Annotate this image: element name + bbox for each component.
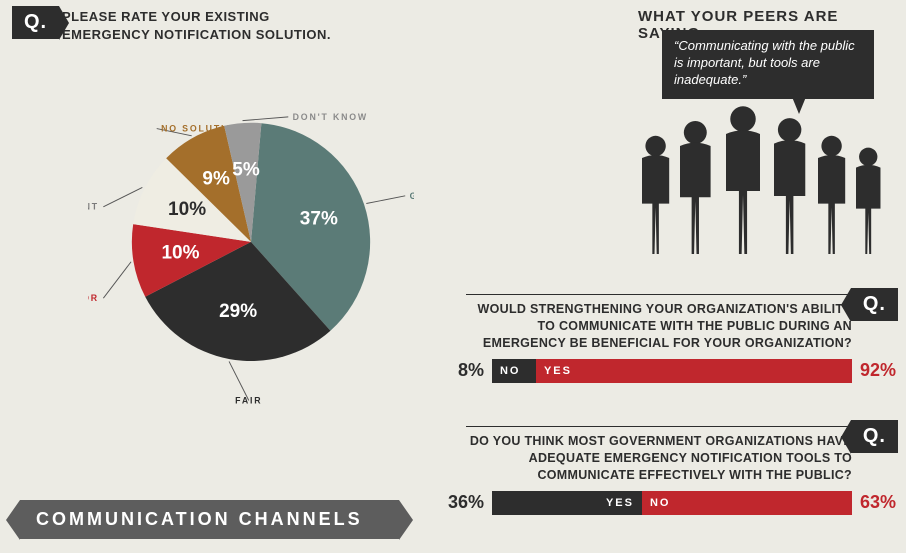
pie-pct-excellent: 10%: [168, 199, 206, 220]
top-question-line1: PLEASE RATE YOUR EXISTING: [62, 9, 270, 24]
person-icon: [680, 121, 711, 254]
q-badge-bar1: Q.: [851, 288, 898, 321]
bar1-right-pct: 92%: [860, 360, 896, 381]
person-icon: [856, 148, 880, 254]
bar1-seg-yes: YES: [536, 359, 852, 383]
pie-pct-poor: 10%: [161, 243, 199, 264]
pie-label-excellent: EXCELLENT: [88, 202, 99, 212]
person-icon: [818, 136, 845, 254]
bar2-track: YES NO: [492, 491, 852, 515]
pie-pct-good: 37%: [300, 208, 338, 229]
person-icon: [642, 136, 669, 254]
pie-pct-no-solution: 9%: [202, 168, 230, 189]
bar2-right-pct: 63%: [860, 492, 896, 513]
people-icon: [632, 104, 892, 259]
bar1-track: NO YES: [492, 359, 852, 383]
person-icon: [726, 106, 760, 254]
pie-pct-fair: 29%: [219, 301, 257, 322]
bar-question-1-text: WOULD STRENGTHENING YOUR ORGANIZATION'S …: [466, 294, 856, 352]
pie-label-don-t-know: DON'T KNOW: [293, 112, 368, 122]
bar2-left-pct: 36%: [448, 492, 484, 513]
bar2-seg-no: NO: [642, 491, 852, 515]
person-icon: [774, 118, 805, 254]
pie-label-poor: POOR: [88, 293, 99, 303]
pie-pct-don-t-know: 5%: [232, 160, 260, 181]
pie-label-good: GOOD: [410, 191, 414, 201]
top-question-line2: EMERGENCY NOTIFICATION SOLUTION.: [62, 27, 331, 42]
bar1-left-pct: 8%: [458, 360, 484, 381]
pie-chart: 37%GOOD29%FAIR10%POOR10%EXCELLENT9%NO SO…: [88, 84, 414, 410]
bar-question-2: Q. DO YOU THINK MOST GOVERNMENT ORGANIZA…: [466, 426, 896, 516]
top-question-text: PLEASE RATE YOUR EXISTING EMERGENCY NOTI…: [62, 8, 331, 43]
channels-banner-label: COMMUNICATION CHANNELS: [20, 500, 399, 539]
bar-question-1: Q. WOULD STRENGTHENING YOUR ORGANIZATION…: [466, 294, 896, 384]
bar2-seg-yes: YES: [492, 491, 642, 515]
bar1-seg-no: NO: [492, 359, 536, 383]
q-badge-bar2: Q.: [851, 420, 898, 453]
pie-label-fair: FAIR: [235, 395, 262, 405]
channels-banner: COMMUNICATION CHANNELS: [20, 500, 399, 539]
bar-question-2-text: DO YOU THINK MOST GOVERNMENT ORGANIZATIO…: [466, 426, 856, 484]
q-badge-top: Q.: [12, 6, 59, 39]
peer-quote: “Communicating with the public is import…: [662, 30, 874, 99]
